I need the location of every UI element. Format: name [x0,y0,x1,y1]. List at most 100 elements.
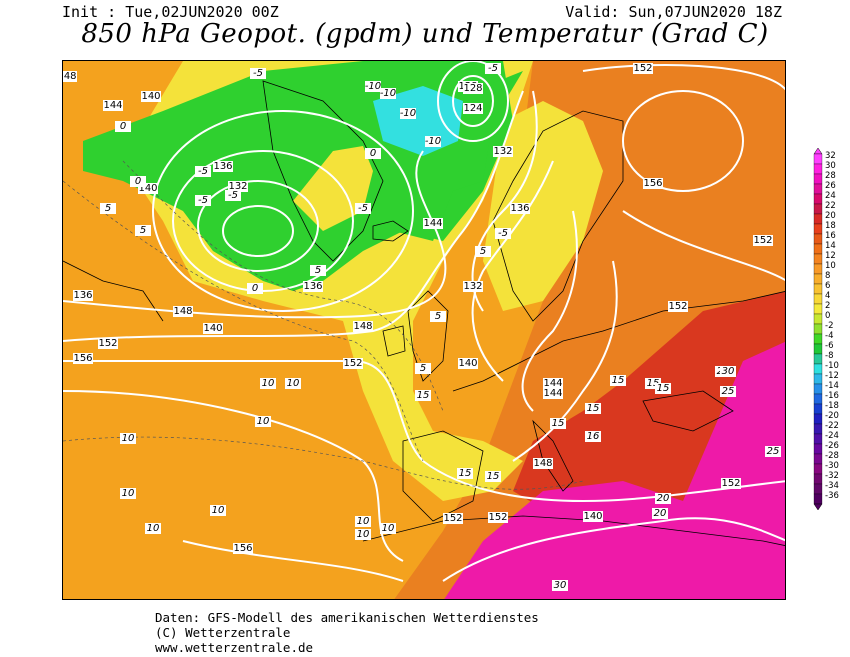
geopotential-label: 140 [583,511,603,522]
temperature-field-yellow-greenland [293,146,373,231]
geopotential-label: 136 [73,290,93,301]
temperature-label: -10 [380,88,396,99]
temperature-label-text: 0 [135,176,141,187]
temperature-label-text: 15 [417,390,430,401]
geopotential-label-box [753,235,773,246]
temperature-label: -5 [355,203,371,214]
geopotential-label-box [463,281,483,292]
geopotential-label-box [203,323,223,334]
legend-swatch [813,483,823,495]
temperature-label-text: 15 [612,375,625,386]
geopotential-label-box [633,63,653,74]
temperature-label-text: 15 [647,378,660,389]
geopotential-label-text: 152 [488,512,507,523]
temperature-label-box [115,121,131,132]
geopotential-label-text: 156 [73,353,92,364]
temperature-label-box [550,418,566,429]
temperature-label-text: 15 [657,383,670,394]
geopotential-label-box [463,83,483,94]
isoline-152-east [582,64,785,282]
temperature-label: 0 [247,283,263,294]
legend-swatch [813,263,823,275]
legend-value: 30 [825,161,836,171]
legend-swatch [813,193,823,205]
temperature-label-box [260,378,276,389]
legend-swatch [813,353,823,365]
temperature-label: -5 [250,68,266,79]
geopotential-label-box [233,543,253,554]
geopotential-label: 132 [493,146,513,157]
legend-value: 32 [825,151,836,161]
temperature-label-text: -10 [380,88,396,99]
legend-swatch [813,363,823,375]
geopotential-label-text: 152 [668,301,687,312]
temperature-label-text: -10 [365,81,381,92]
temperature-label-text: 10 [357,529,370,540]
temperature-label: 15 [457,468,473,479]
legend-value: -14 [825,381,839,391]
geopotential-label-text: 156 [643,178,662,189]
temperature-label-text: 0 [252,283,258,294]
temperature-label-box [585,431,601,442]
temperature-label: 25 [765,446,781,457]
temp-isoline-0 [122,160,444,412]
footer-copyright: (C) Wetterzentrale [155,625,291,640]
temperature-label: 10 [355,529,371,540]
temperature-label-text: 0 [120,121,126,132]
temperature-label: -10 [400,108,416,119]
legend-value: -2 [825,321,833,331]
isoline-136-east [471,90,538,312]
geopotential-label-text: 148 [353,321,372,332]
legend-value: -24 [825,431,839,441]
geopotential-label-text: 140 [203,323,222,334]
legend-swatch [813,283,823,295]
temperature-label: 16 [585,431,601,442]
temperature-label-text: 30 [722,366,735,377]
temperature-field-magenta [444,341,785,599]
geopotential-label-text: 152 [721,478,740,489]
geopotential-label: 140 [203,323,223,334]
coastline-iceland [372,220,409,242]
temperature-label-text: -10 [425,136,441,147]
geopotential-label-box [721,478,741,489]
coastline-italy [532,419,574,492]
temperature-label-box [645,378,661,389]
legend-swatch [813,433,823,445]
geopotential-label-text: 132 [493,146,512,157]
legend-value: -34 [825,481,839,491]
geopotential-label-text: 148 [63,71,77,82]
legend-value: 18 [825,221,836,231]
geopotential-label: 152 [98,338,118,349]
temperature-label: 30 [552,580,568,591]
legend-value: -20 [825,411,839,421]
temperature-label-box [400,108,416,119]
legend-swatch [813,493,823,505]
legend-swatch [813,223,823,235]
temperature-label-box [765,446,781,457]
temperature-label-box [355,529,371,540]
legend-swatch [813,303,823,315]
temperature-label-box [652,508,668,519]
temperature-label-box [415,390,431,401]
temperature-label-box [430,311,446,322]
geopotential-label: 148 [63,71,77,82]
legend-value: -30 [825,461,839,471]
temperature-label: 10 [120,488,136,499]
legend-arrow-top [813,147,823,155]
temperature-label-text: 20 [657,493,670,504]
temperature-label-text: 15 [459,468,472,479]
legend-swatch [813,313,823,325]
geopotential-label-text: 140 [141,91,160,102]
temperature-label-text: 10 [147,523,160,534]
temperature-label: 30 [720,366,736,377]
temperature-label-box [225,190,241,201]
temperature-label-box [100,203,116,214]
temperature-label-box [485,471,501,482]
geopotential-label-box [138,183,158,194]
legend-value: 22 [825,201,836,211]
temperature-label-text: -5 [198,195,208,206]
temperature-legend: 32 30 28 26 24 22 20 18 16 14 12 10 8 6 4 2 0 -2 -4 -6 -8 -10… [812,146,848,520]
temperature-label-box [285,378,301,389]
temperature-label-box [145,523,161,534]
geopotential-label: 152 [443,513,463,524]
